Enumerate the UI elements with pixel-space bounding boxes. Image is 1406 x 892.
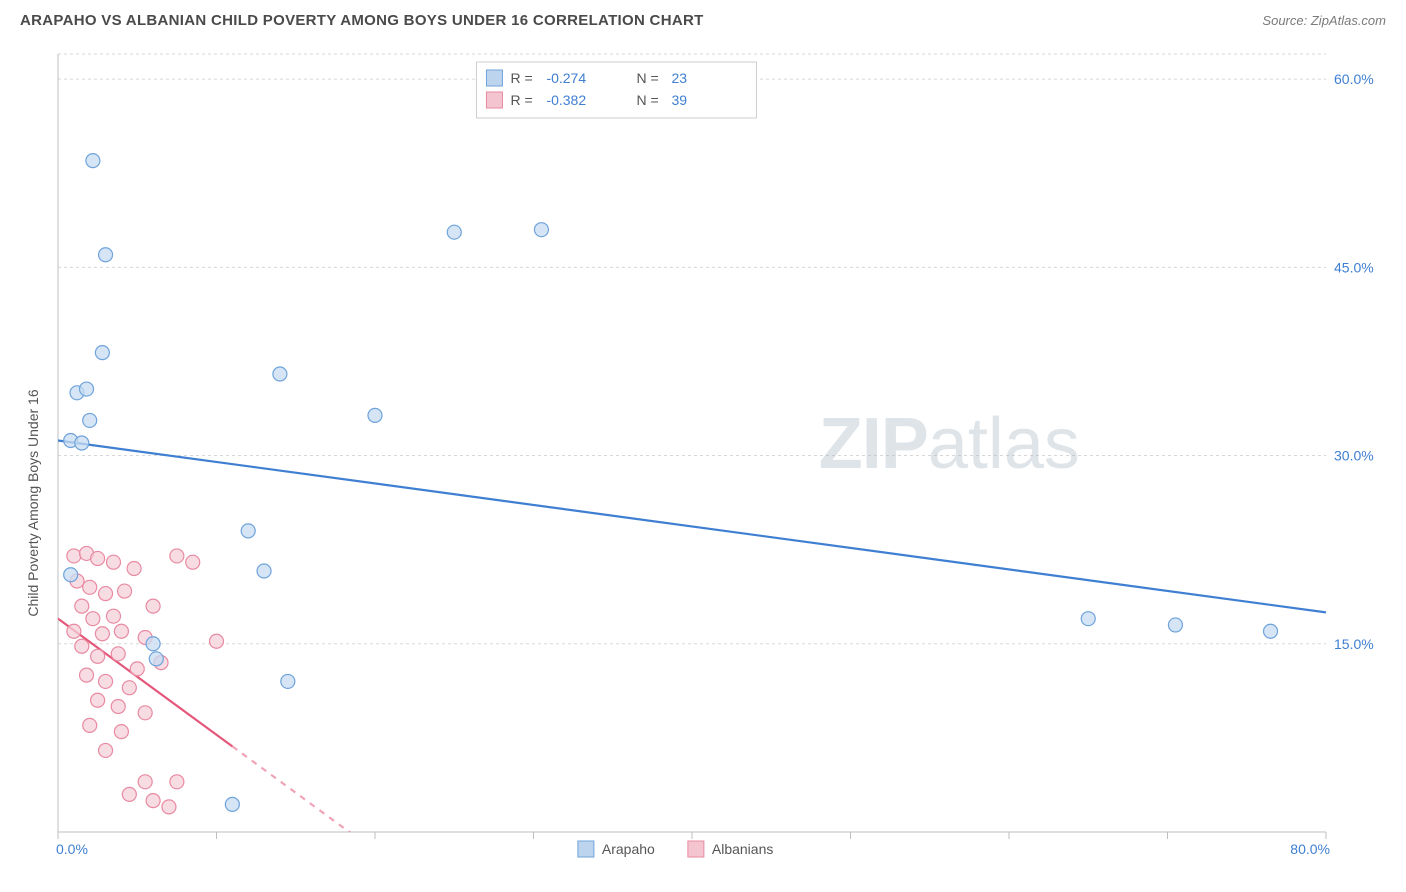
data-point — [67, 549, 81, 563]
y-tick-label: 15.0% — [1334, 636, 1374, 652]
legend-N-value: 39 — [671, 92, 687, 108]
data-point — [83, 718, 97, 732]
y-tick-label: 30.0% — [1334, 448, 1374, 464]
data-point — [225, 797, 239, 811]
data-point — [534, 223, 548, 237]
legend-N-label: N = — [636, 70, 658, 86]
y-tick-label: 45.0% — [1334, 259, 1374, 275]
data-point — [99, 587, 113, 601]
data-point — [273, 367, 287, 381]
data-point — [83, 580, 97, 594]
data-point — [95, 346, 109, 360]
data-point — [75, 639, 89, 653]
legend-series-label: Arapaho — [602, 841, 655, 857]
regression-line-dashed — [232, 746, 375, 850]
data-point — [99, 743, 113, 757]
chart-area: ZIPatlas 0.0% 80.0% 15.0% 30.0% 45.0% 60.0% Chi… — [20, 48, 1386, 880]
legend-R-label: R = — [510, 92, 532, 108]
data-point — [149, 652, 163, 666]
data-point — [210, 634, 224, 648]
data-point — [91, 693, 105, 707]
data-point — [75, 599, 89, 613]
data-point — [170, 549, 184, 563]
legend-R-value: -0.274 — [546, 70, 586, 86]
legend-R-value: -0.382 — [546, 92, 586, 108]
legend-R-label: R = — [510, 70, 532, 86]
data-point — [146, 599, 160, 613]
source-attribution: Source: ZipAtlas.com — [1262, 13, 1386, 28]
legend-swatch — [486, 70, 502, 86]
x-tick-label: 0.0% — [56, 841, 88, 857]
legend-swatch — [486, 92, 502, 108]
data-point — [127, 561, 141, 575]
data-point — [118, 584, 132, 598]
legend-series-label: Albanians — [712, 841, 774, 857]
data-point — [241, 524, 255, 538]
data-point — [83, 413, 97, 427]
data-point — [86, 612, 100, 626]
source-value: ZipAtlas.com — [1311, 13, 1386, 28]
scatter-chart-svg: ZIPatlas 0.0% 80.0% 15.0% 30.0% 45.0% 60.0% Chi… — [20, 48, 1386, 880]
data-point — [80, 668, 94, 682]
data-point — [130, 662, 144, 676]
data-point — [64, 568, 78, 582]
data-point — [75, 436, 89, 450]
data-point — [91, 551, 105, 565]
data-point — [80, 382, 94, 396]
watermark: ZIPatlas — [819, 404, 1080, 484]
y-axis-title: Child Poverty Among Boys Under 16 — [25, 389, 41, 616]
data-point — [1168, 618, 1182, 632]
data-point — [91, 649, 105, 663]
legend-swatch — [688, 841, 704, 857]
data-point — [111, 647, 125, 661]
data-point — [1264, 624, 1278, 638]
data-point — [138, 775, 152, 789]
data-point — [170, 775, 184, 789]
data-point — [95, 627, 109, 641]
data-point — [67, 624, 81, 638]
data-point — [146, 794, 160, 808]
data-point — [106, 555, 120, 569]
data-point — [447, 225, 461, 239]
chart-title: ARAPAHO VS ALBANIAN CHILD POVERTY AMONG … — [20, 12, 704, 29]
data-point — [368, 408, 382, 422]
data-point — [122, 787, 136, 801]
data-point — [122, 681, 136, 695]
data-point — [281, 674, 295, 688]
data-point — [114, 624, 128, 638]
data-point — [138, 706, 152, 720]
legend-N-value: 23 — [671, 70, 687, 86]
legend-N-label: N = — [636, 92, 658, 108]
x-tick-label: 80.0% — [1290, 841, 1330, 857]
data-point — [257, 564, 271, 578]
data-point — [162, 800, 176, 814]
data-point — [111, 700, 125, 714]
data-point — [106, 609, 120, 623]
data-point — [99, 248, 113, 262]
data-point — [1081, 612, 1095, 626]
data-point — [99, 674, 113, 688]
data-point — [146, 637, 160, 651]
data-point — [86, 154, 100, 168]
title-bar: ARAPAHO VS ALBANIAN CHILD POVERTY AMONG … — [0, 0, 1406, 37]
legend-swatch — [578, 841, 594, 857]
source-label: Source: — [1262, 13, 1307, 28]
y-tick-label: 60.0% — [1334, 71, 1374, 87]
data-point — [114, 725, 128, 739]
data-point — [186, 555, 200, 569]
